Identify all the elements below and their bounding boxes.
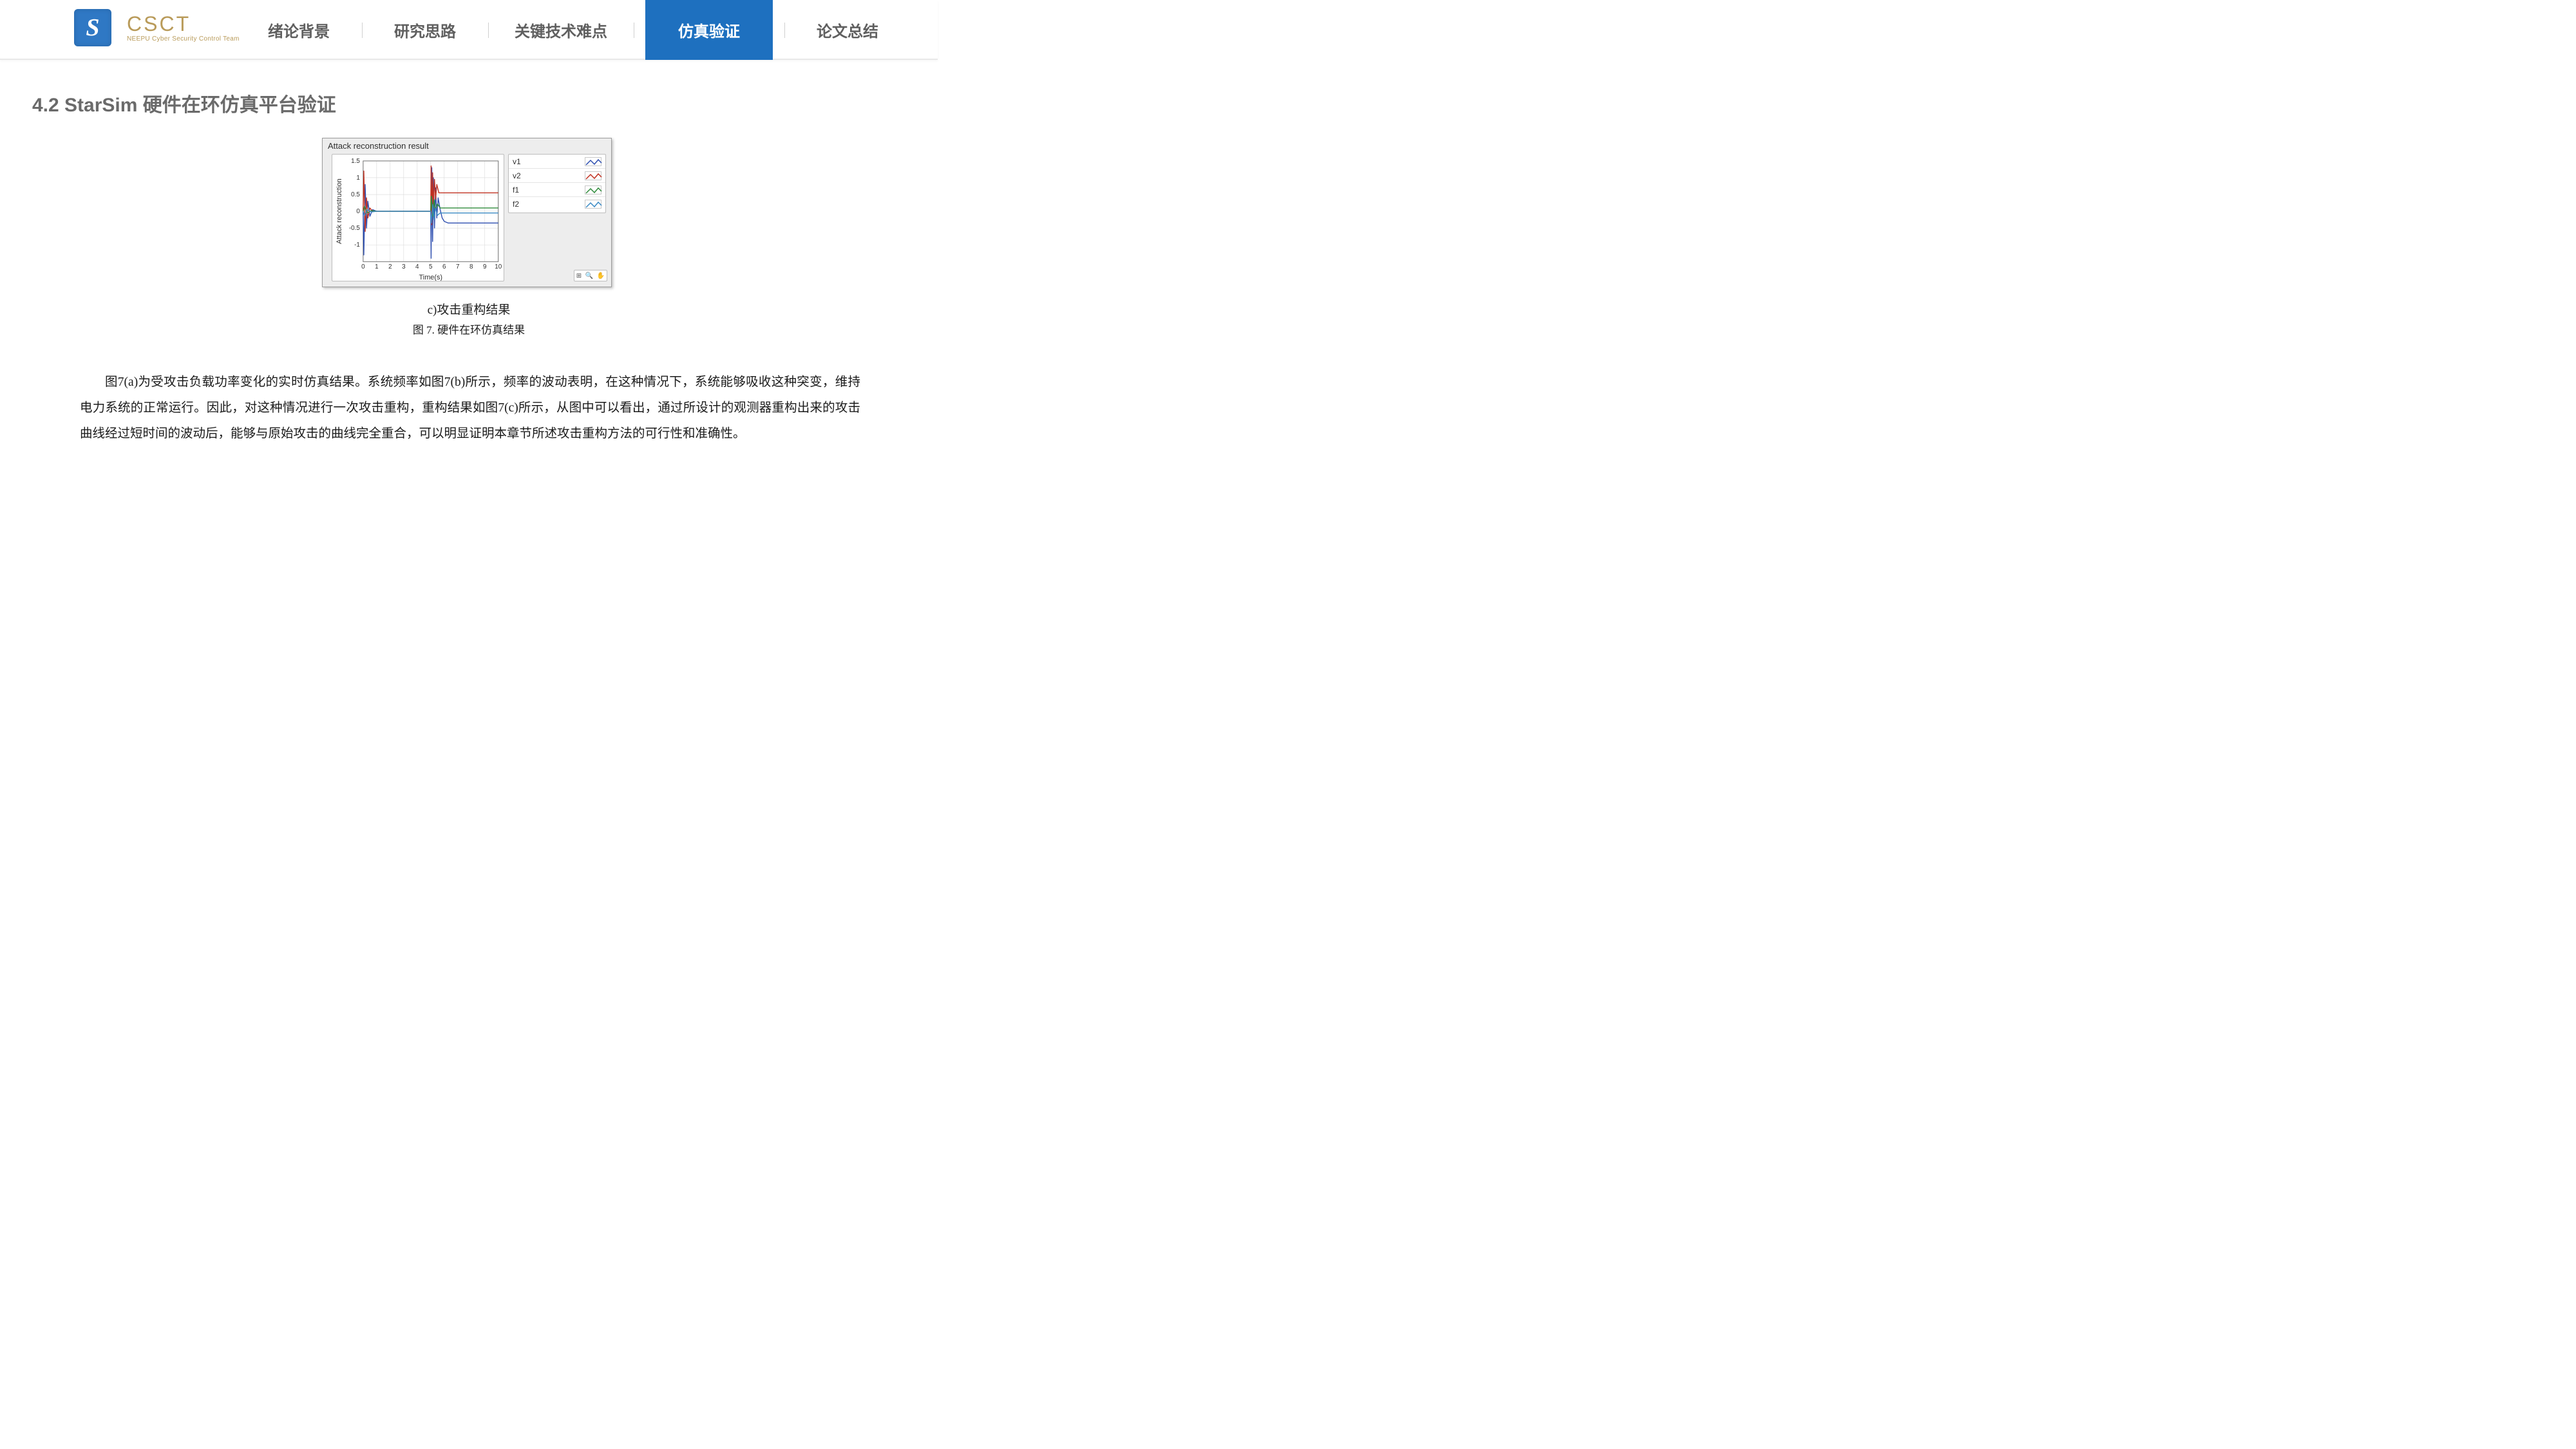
nav: 绪论背景研究思路关键技术难点仿真验证论文总结 xyxy=(247,0,899,60)
legend-swatch-icon xyxy=(585,157,601,166)
svg-text:-1: -1 xyxy=(354,242,360,249)
nav-item-4[interactable]: 论文总结 xyxy=(796,0,899,60)
legend-swatch-icon xyxy=(585,185,601,194)
chart-svg: 0 1 2 3 4 5 6 7 8 9 10 -1 -0.5 0 0.5 1 1.5 Time(s) Attack … xyxy=(332,155,504,281)
svg-text:4: 4 xyxy=(415,263,419,270)
tool-grid-icon[interactable]: ⊞ xyxy=(576,272,582,279)
logo-text: CSCT NEEPU Cyber Security Control Team xyxy=(127,14,240,43)
nav-item-0[interactable]: 绪论背景 xyxy=(247,0,350,60)
subfigure-caption: c)攻击重构结果 xyxy=(0,300,938,317)
svg-text:8: 8 xyxy=(469,263,473,270)
legend-label: v1 xyxy=(513,157,585,166)
svg-text:0: 0 xyxy=(361,263,365,270)
brand-title: CSCT xyxy=(127,14,240,34)
chart-panel: Attack reconstruction result 0 1 2 3 4 5 6 7 8 9 1… xyxy=(322,138,612,287)
legend-label: v2 xyxy=(513,171,585,180)
tool-hand-icon[interactable]: ✋ xyxy=(597,272,605,279)
svg-text:0.5: 0.5 xyxy=(351,191,360,198)
svg-text:Attack reconstruction: Attack reconstruction xyxy=(336,178,343,244)
svg-text:5: 5 xyxy=(429,263,433,270)
nav-separator xyxy=(773,0,796,60)
legend-row-v1[interactable]: v1 xyxy=(509,155,605,169)
nav-item-3[interactable]: 仿真验证 xyxy=(645,0,773,60)
chart-plot: 0 1 2 3 4 5 6 7 8 9 10 -1 -0.5 0 0.5 1 1.5 Time(s) Attack … xyxy=(332,154,504,281)
svg-text:1: 1 xyxy=(375,263,379,270)
brand-subtitle: NEEPU Cyber Security Control Team xyxy=(127,35,240,43)
logo: S CSCT NEEPU Cyber Security Control Team xyxy=(74,9,240,46)
svg-text:Time(s): Time(s) xyxy=(419,274,442,281)
legend-swatch-icon xyxy=(585,171,601,180)
topbar: S CSCT NEEPU Cyber Security Control Team… xyxy=(0,0,938,60)
svg-text:3: 3 xyxy=(402,263,406,270)
legend-label: f1 xyxy=(513,185,585,194)
svg-text:10: 10 xyxy=(495,263,502,270)
legend-label: f2 xyxy=(513,200,585,209)
nav-item-2[interactable]: 关键技术难点 xyxy=(500,0,622,60)
figure-caption: 图 7. 硬件在环仿真结果 xyxy=(0,321,938,337)
nav-separator xyxy=(622,0,645,60)
svg-text:6: 6 xyxy=(442,263,446,270)
svg-text:9: 9 xyxy=(483,263,487,270)
legend-swatch-icon xyxy=(585,200,601,209)
nav-separator xyxy=(350,0,374,60)
legend-row-v2[interactable]: v2 xyxy=(509,169,605,183)
svg-text:0: 0 xyxy=(356,208,360,215)
slide: S CSCT NEEPU Cyber Security Control Team… xyxy=(0,0,938,527)
chart-legend: v1 v2 f1 f2 xyxy=(508,154,606,213)
section-title: 4.2 StarSim 硬件在环仿真平台验证 xyxy=(32,89,336,117)
svg-text:1.5: 1.5 xyxy=(351,158,360,165)
legend-row-f1[interactable]: f1 xyxy=(509,183,605,197)
svg-text:7: 7 xyxy=(456,263,460,270)
chart-title: Attack reconstruction result xyxy=(328,141,429,151)
legend-row-f2[interactable]: f2 xyxy=(509,197,605,211)
svg-text:2: 2 xyxy=(388,263,392,270)
nav-separator xyxy=(477,0,500,60)
svg-text:-0.5: -0.5 xyxy=(349,225,361,232)
chart-tools[interactable]: ⊞ 🔍 ✋ xyxy=(574,270,607,281)
body-paragraph: 图7(a)为受攻击负载功率变化的实时仿真结果。系统频率如图7(b)所示，频率的波… xyxy=(80,370,860,447)
logo-icon: S xyxy=(74,9,111,46)
svg-text:1: 1 xyxy=(356,175,360,182)
tool-zoom-icon[interactable]: 🔍 xyxy=(585,272,593,279)
nav-item-1[interactable]: 研究思路 xyxy=(374,0,477,60)
